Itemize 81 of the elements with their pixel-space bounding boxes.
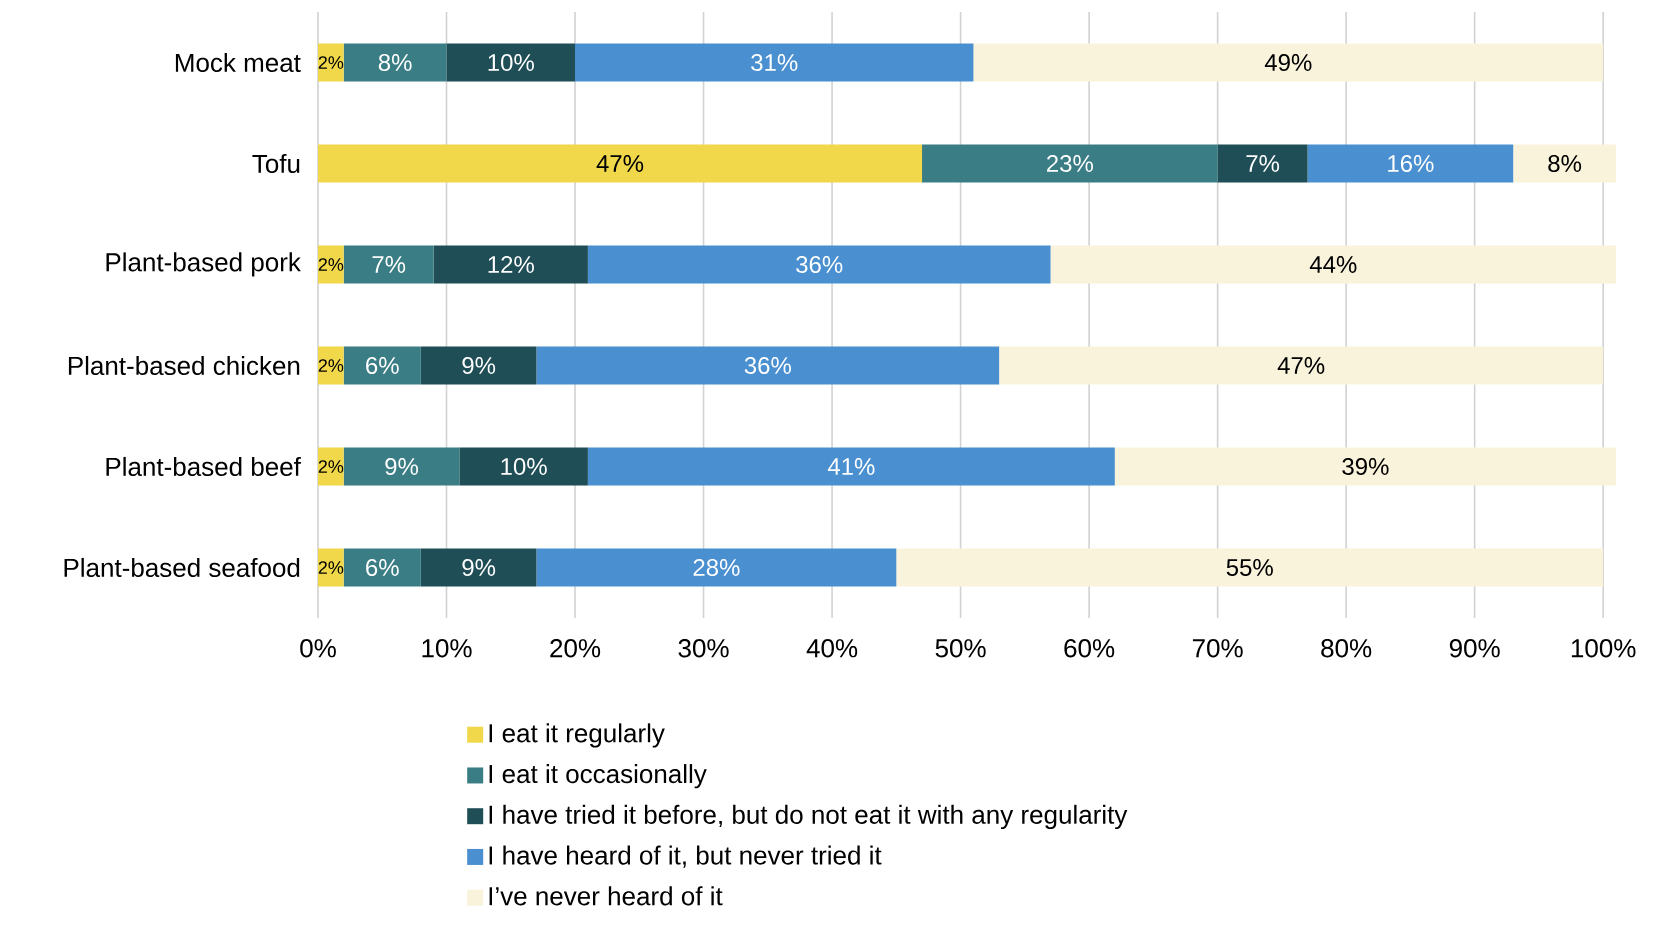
bar [433,245,588,284]
data-label: 36% [796,256,843,273]
bar [1050,245,1616,284]
bar [575,43,974,82]
y-tick-label: Mock meat [175,52,301,73]
legend-label: I have heard of it, but never tried it [489,845,882,868]
bar [446,43,576,82]
data-label: 2% [318,56,344,69]
legend-label: I eat it regularly [489,723,665,748]
data-label: 6% [366,559,399,576]
data-label: 10% [501,458,547,475]
bar [536,346,1000,385]
bar [536,548,897,587]
x-tick-label: 90% [1449,639,1500,658]
bar [459,447,588,486]
bar [999,346,1604,385]
data-label: 55% [1226,559,1273,576]
legend-label: I eat it occasionally [489,764,707,789]
data-label: 10% [488,54,534,71]
x-tick-label: 60% [1064,639,1115,658]
x-tick-label: 50% [935,639,986,658]
data-label: 28% [693,559,740,576]
x-tick-label: 40% [806,639,858,658]
bar [318,447,344,486]
data-label: 8% [1548,155,1582,172]
x-tick-label: 30% [678,639,729,658]
data-label: 2% [318,460,344,473]
bar [343,548,421,587]
data-label: 47% [1277,357,1325,374]
bar [318,245,344,284]
y-tick-label: Plant-based beef [106,456,301,477]
data-label: 8% [378,54,412,71]
bar [973,43,1604,82]
bar [343,245,434,284]
bar [587,245,1051,284]
data-label: 7% [372,256,406,273]
bar [318,43,344,82]
bar [1513,144,1616,183]
x-tick-label: 100% [1571,639,1636,658]
data-label: 23% [1046,155,1093,172]
x-tick-label: 70% [1192,639,1243,658]
y-tick-label: Plant-based pork [106,252,301,277]
bar [420,346,537,385]
data-label: 41% [827,458,875,475]
bar [1114,447,1616,486]
y-tick-label: Tofu [252,153,300,174]
data-label: 44% [1309,256,1357,273]
bar [896,548,1604,587]
bar [922,144,1218,183]
data-label: 7% [1246,155,1280,172]
data-label: 9% [385,458,419,475]
data-label: 16% [1388,155,1434,172]
bar [343,447,460,486]
bar [318,548,344,587]
bar [318,144,923,183]
y-tick-label: Plant-based chicken [68,355,300,376]
bar [1217,144,1308,183]
data-label: 31% [751,54,798,71]
data-label: 49% [1264,54,1312,71]
bar [587,447,1115,486]
data-label: 36% [744,357,791,374]
data-label: 2% [318,359,344,372]
legend-label: I have tried it before, but do not eat it with any regularity [489,804,1128,830]
x-tick-label: 10% [422,639,472,658]
data-label: 2% [318,258,344,271]
bar [343,43,447,82]
data-label: 47% [596,155,644,172]
bar [343,346,421,385]
data-label: 12% [488,256,534,273]
bar [420,548,537,587]
data-label: 2% [318,561,344,574]
data-label: 9% [462,357,496,374]
data-label: 6% [366,357,399,374]
x-tick-label: 20% [550,639,601,658]
data-label: 39% [1342,458,1389,475]
x-tick-label: 80% [1321,639,1372,658]
bar [1307,144,1514,183]
x-tick-label: 0% [300,639,336,658]
legend-label: I’ve never heard of it [489,886,723,906]
y-tick-label: Plant-based seafood [64,557,300,578]
data-label: 9% [462,559,496,576]
